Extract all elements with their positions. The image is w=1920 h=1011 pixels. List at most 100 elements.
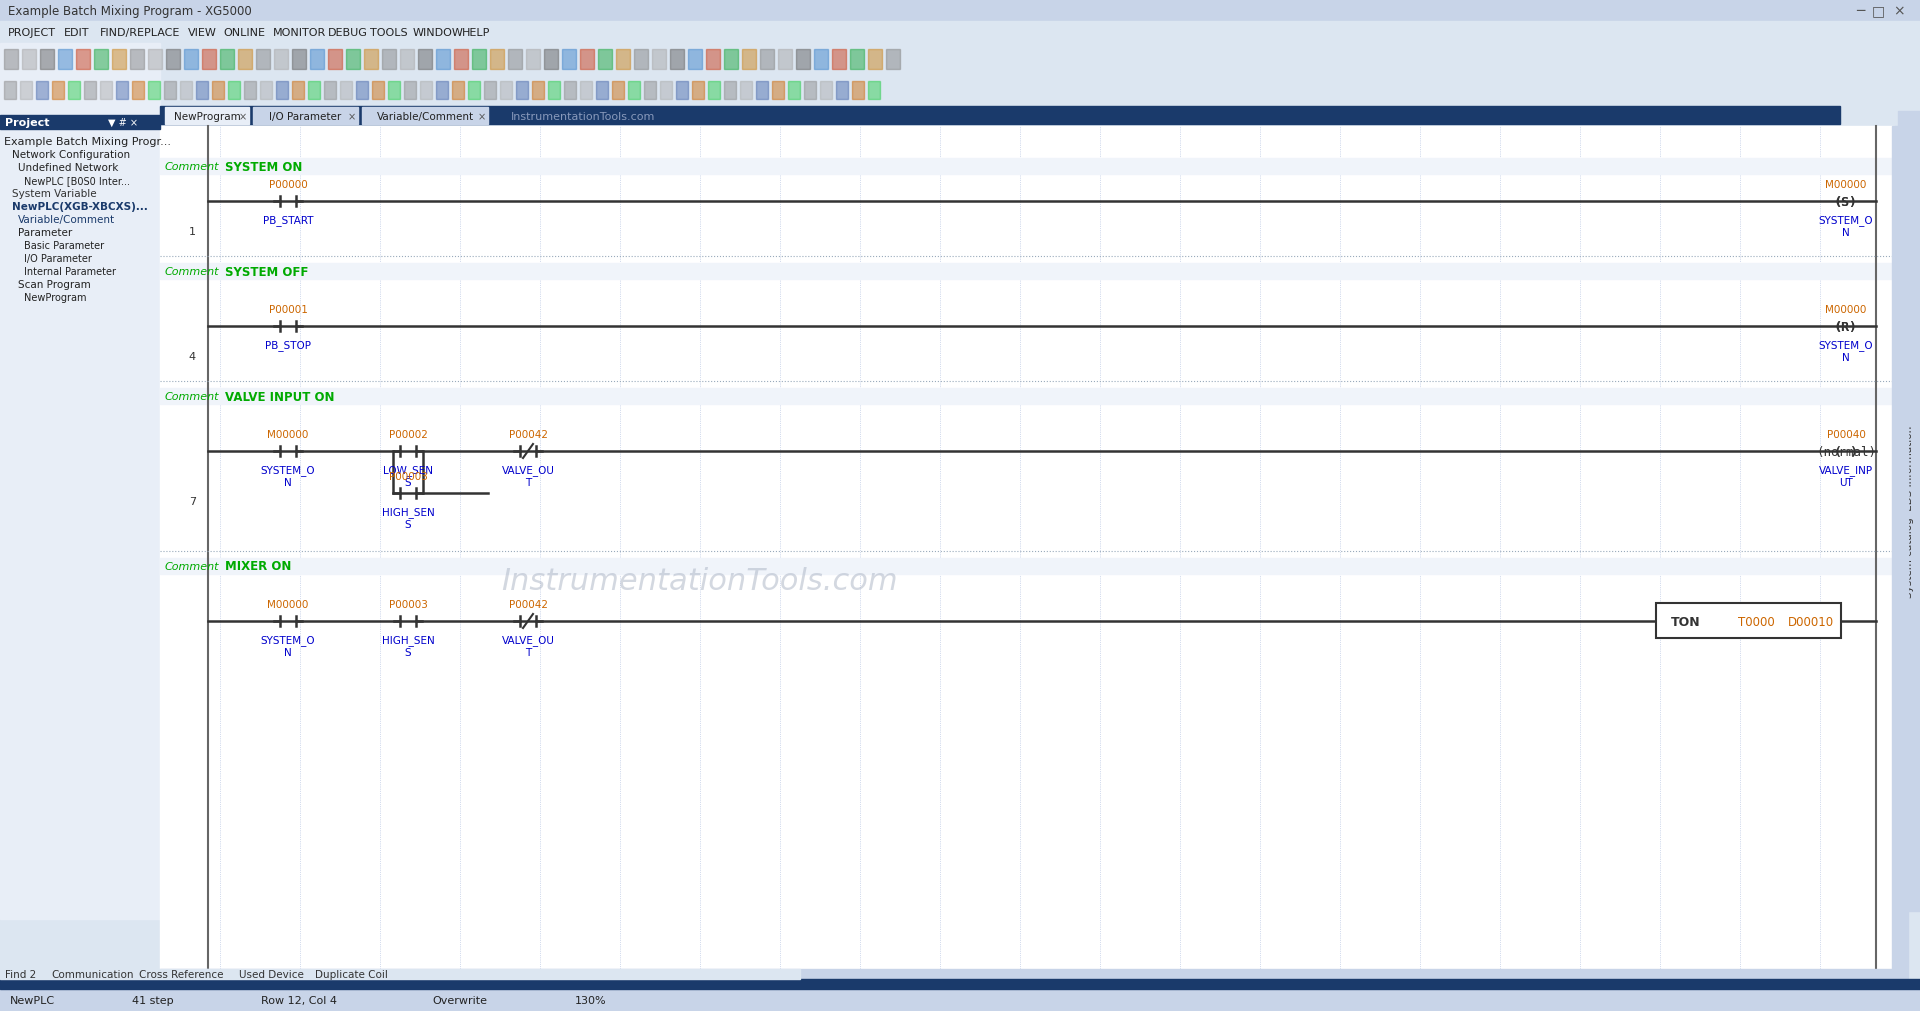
Bar xyxy=(115,82,129,100)
Text: M00000: M00000 xyxy=(267,600,309,610)
Bar xyxy=(676,82,687,100)
Bar xyxy=(756,82,768,100)
Bar xyxy=(94,50,108,70)
Bar xyxy=(564,82,576,100)
Text: P00001: P00001 xyxy=(269,304,307,314)
Bar xyxy=(628,82,639,100)
Text: T0000: T0000 xyxy=(1738,615,1774,628)
Bar xyxy=(255,50,271,70)
Bar xyxy=(484,82,495,100)
Text: SYSTEM_O
N: SYSTEM_O N xyxy=(261,464,315,487)
Text: SYSTEM_O
N: SYSTEM_O N xyxy=(1818,340,1874,362)
Bar xyxy=(804,82,816,100)
Bar xyxy=(1899,112,1920,911)
Bar xyxy=(221,50,234,70)
Bar xyxy=(19,82,33,100)
Bar xyxy=(363,108,488,125)
Text: NewPLC: NewPLC xyxy=(10,995,56,1005)
Bar xyxy=(831,50,847,70)
Bar xyxy=(687,50,703,70)
Text: MIXER ON: MIXER ON xyxy=(225,560,292,573)
Bar xyxy=(419,50,432,70)
Bar xyxy=(490,50,503,70)
Bar xyxy=(77,50,90,70)
Bar xyxy=(275,50,288,70)
Bar xyxy=(670,50,684,70)
Bar xyxy=(778,50,791,70)
Text: Internal Parameter: Internal Parameter xyxy=(23,267,115,277)
Text: Project: Project xyxy=(6,118,50,127)
Text: SYSTEM ON: SYSTEM ON xyxy=(225,161,301,173)
Text: MONITOR: MONITOR xyxy=(273,28,326,38)
Bar xyxy=(399,50,415,70)
Bar xyxy=(67,82,81,100)
Bar xyxy=(4,50,17,70)
Bar xyxy=(760,50,774,70)
Bar xyxy=(595,82,609,100)
Text: P00003: P00003 xyxy=(388,600,428,610)
Text: Comment: Comment xyxy=(165,267,219,277)
Text: P00002: P00002 xyxy=(388,430,428,440)
Bar xyxy=(0,22,1920,43)
Bar xyxy=(184,50,198,70)
Bar xyxy=(309,50,324,70)
Bar xyxy=(0,74,1920,104)
Text: I/O Parameter: I/O Parameter xyxy=(23,254,92,264)
Bar xyxy=(741,50,756,70)
Text: Basic Parameter: Basic Parameter xyxy=(23,241,104,251)
Bar xyxy=(40,50,54,70)
Bar xyxy=(159,969,1893,981)
Text: ONLINE: ONLINE xyxy=(223,28,265,38)
Bar xyxy=(159,388,1893,404)
Bar xyxy=(159,159,1893,175)
Text: Undefined Network: Undefined Network xyxy=(17,163,119,173)
Bar xyxy=(660,82,672,100)
Bar xyxy=(787,82,801,100)
Bar xyxy=(0,969,801,979)
Bar xyxy=(292,50,305,70)
Text: VALVE_OU
T: VALVE_OU T xyxy=(501,464,555,487)
Text: M00000: M00000 xyxy=(267,430,309,440)
Text: TOOLS: TOOLS xyxy=(371,28,409,38)
Text: PROJECT: PROJECT xyxy=(8,28,56,38)
Text: HELP: HELP xyxy=(463,28,490,38)
Bar xyxy=(563,50,576,70)
Text: InstrumentationTools.com: InstrumentationTools.com xyxy=(501,567,899,595)
Bar xyxy=(451,82,465,100)
Text: ×: × xyxy=(238,112,248,122)
Bar xyxy=(472,50,486,70)
Text: NewPLC [B0S0 Inter...: NewPLC [B0S0 Inter... xyxy=(23,176,131,186)
Text: System catalog  EDS information: System catalog EDS information xyxy=(1905,426,1914,598)
Bar xyxy=(468,82,480,100)
Text: Example Batch Mixing Program - XG5000: Example Batch Mixing Program - XG5000 xyxy=(8,4,252,17)
Bar xyxy=(509,50,522,70)
Text: Communication: Communication xyxy=(52,969,134,979)
Bar xyxy=(868,50,881,70)
Text: (R): (R) xyxy=(1834,320,1859,334)
Bar xyxy=(543,50,559,70)
Bar xyxy=(382,50,396,70)
Bar xyxy=(292,82,303,100)
Bar xyxy=(238,50,252,70)
Text: 1: 1 xyxy=(188,226,196,237)
Bar xyxy=(0,116,159,129)
Bar xyxy=(868,82,879,100)
Text: NewProgram: NewProgram xyxy=(23,293,86,302)
Bar xyxy=(259,82,273,100)
Bar xyxy=(36,82,48,100)
Bar xyxy=(84,82,96,100)
Bar xyxy=(616,50,630,70)
Text: ×: × xyxy=(478,112,486,122)
Bar xyxy=(835,82,849,100)
Text: Used Device: Used Device xyxy=(238,969,303,979)
Bar xyxy=(0,0,1920,22)
Bar xyxy=(253,108,357,125)
Bar xyxy=(148,82,159,100)
Text: I/O Parameter: I/O Parameter xyxy=(269,112,342,122)
Text: FIND/REPLACE: FIND/REPLACE xyxy=(100,28,180,38)
Bar xyxy=(148,50,161,70)
Bar xyxy=(580,82,591,100)
Text: ×: × xyxy=(348,112,355,122)
Bar xyxy=(653,50,666,70)
Bar xyxy=(196,82,207,100)
